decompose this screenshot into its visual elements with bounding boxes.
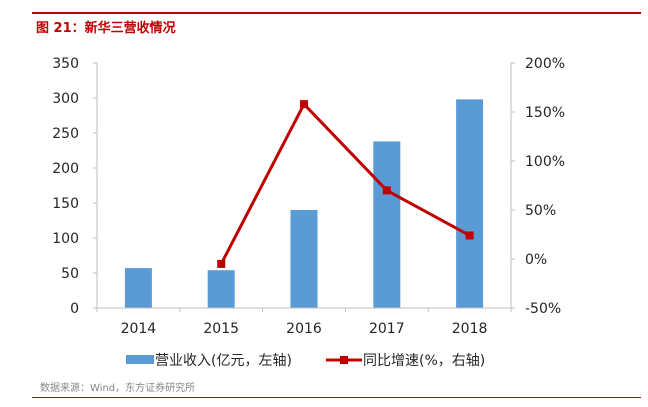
- legend-bar-label: 营业收入(亿元，左轴): [155, 353, 292, 369]
- revenue-bar: [207, 270, 235, 308]
- line-series: [217, 100, 474, 268]
- x-axis: 2014 2015 2016 2017 2018: [96, 63, 512, 337]
- left-tick-label: 50: [61, 266, 79, 282]
- x-tick-label: 2016: [286, 321, 322, 337]
- legend-bar-swatch: [126, 355, 154, 364]
- growth-point: [465, 231, 474, 240]
- left-tick-label: 100: [52, 231, 79, 247]
- x-tick-label: 2017: [369, 321, 405, 337]
- revenue-bar: [290, 210, 318, 308]
- right-axis-ticks: -50% 0% 50% 100% 150% 200%: [511, 56, 565, 317]
- right-tick-label: 150%: [525, 105, 565, 121]
- growth-point: [382, 186, 391, 195]
- x-tick-label: 2015: [203, 321, 239, 337]
- legend-line-marker: [340, 356, 348, 364]
- right-tick-label: -50%: [525, 301, 561, 317]
- bottom-rule: [32, 397, 641, 398]
- right-tick-label: 200%: [525, 56, 565, 72]
- revenue-bar: [373, 141, 401, 308]
- left-tick-label: 150: [52, 196, 79, 212]
- left-tick-label: 200: [52, 161, 79, 177]
- x-tick-label: 2018: [452, 321, 488, 337]
- top-rule: [32, 12, 641, 14]
- right-tick-label: 0%: [525, 252, 547, 268]
- revenue-bar: [456, 99, 484, 309]
- right-tick-label: 50%: [525, 203, 556, 219]
- left-axis-ticks: 0 50 100 150 200 250 300 350: [52, 56, 97, 317]
- revenue-bar: [124, 268, 152, 308]
- left-tick-label: 350: [52, 56, 79, 72]
- bar-series: [124, 99, 484, 309]
- growth-point: [300, 100, 308, 109]
- figure-title: 图 21：新华三营收情况: [36, 21, 176, 36]
- left-tick-label: 0: [70, 301, 79, 317]
- left-tick-label: 250: [52, 126, 79, 142]
- x-tick-label: 2014: [121, 321, 157, 337]
- growth-line: [219, 102, 471, 265]
- legend: 营业收入(亿元，左轴) 同比增速(%，右轴): [126, 353, 485, 369]
- legend-line-label: 同比增速(%，右轴): [363, 353, 485, 369]
- growth-point: [217, 259, 226, 268]
- right-tick-label: 100%: [525, 154, 565, 170]
- left-tick-label: 300: [52, 91, 79, 107]
- source-note: 数据来源：Wind，东方证券研究所: [40, 383, 196, 394]
